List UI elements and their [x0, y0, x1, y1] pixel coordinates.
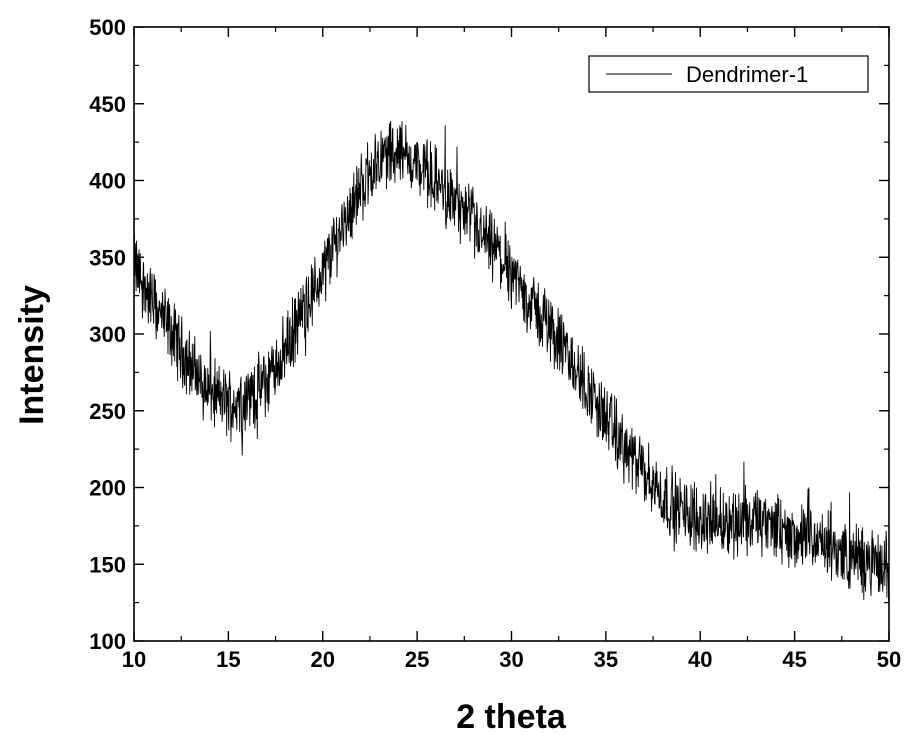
- y-tick-label: 500: [89, 15, 126, 40]
- x-tick-label: 30: [499, 647, 523, 672]
- legend: Dendrimer-1: [588, 55, 869, 93]
- x-tick-label: 25: [405, 647, 429, 672]
- x-tick-label: 10: [122, 647, 146, 672]
- x-tick-label: 50: [877, 647, 901, 672]
- y-tick-label: 300: [89, 322, 126, 347]
- x-axis-title: 2 theta: [456, 698, 567, 735]
- y-tick-label: 250: [89, 399, 126, 424]
- x-tick-label: 40: [688, 647, 712, 672]
- y-tick-label: 200: [89, 476, 126, 501]
- series-line-0: [133, 120, 890, 602]
- x-tick-label: 45: [782, 647, 806, 672]
- legend-label: Dendrimer-1: [686, 62, 808, 87]
- x-tick-label: 15: [216, 647, 240, 672]
- y-axis-title: Intensity: [13, 285, 51, 425]
- y-tick-label: 450: [89, 92, 126, 117]
- y-tick-label: 150: [89, 552, 126, 577]
- x-tick-label: 35: [594, 647, 618, 672]
- y-tick-label: 400: [89, 169, 126, 194]
- y-tick-label: 100: [89, 629, 126, 654]
- x-tick-label: 20: [311, 647, 335, 672]
- axis-ticks: 10 15 20 25 30 35 40 45 50 100 150 200 250 300 350 400 4…: [89, 15, 901, 672]
- plot-area: [133, 120, 890, 602]
- y-tick-label: 350: [89, 245, 126, 270]
